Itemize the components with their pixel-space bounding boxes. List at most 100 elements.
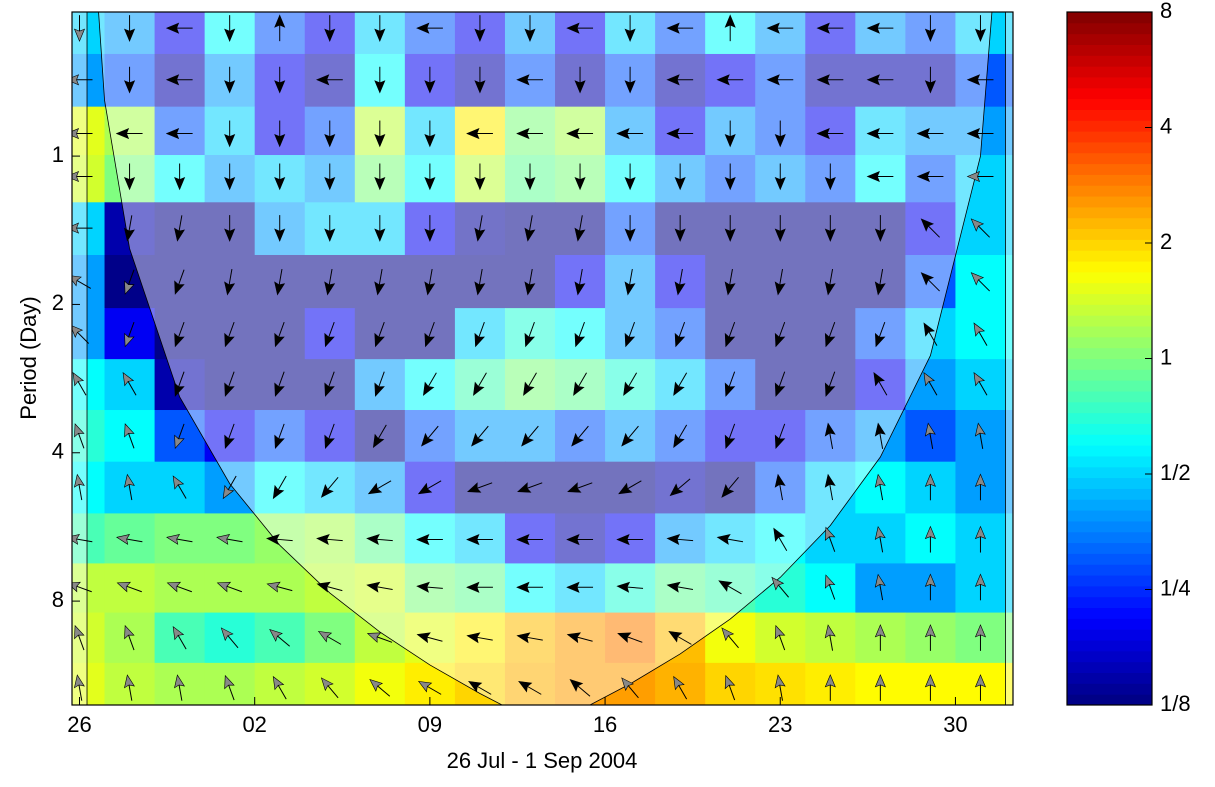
- phase-arrow: [72, 533, 93, 545]
- arrow-head: [924, 28, 936, 42]
- arrow-head: [724, 228, 736, 242]
- arrow-head: [424, 80, 436, 94]
- phase-arrow: [517, 482, 543, 493]
- phase-arrow: [224, 66, 236, 94]
- arrow-head: [724, 281, 736, 296]
- arrow-shaft: [75, 279, 92, 289]
- phase-arrow: [920, 272, 940, 292]
- phase-arrow: [873, 372, 888, 396]
- heatmap-cell: [304, 359, 356, 411]
- heatmap-cell: [254, 359, 306, 411]
- arrow-shaft: [627, 425, 639, 440]
- phase-arrow: [374, 321, 385, 348]
- arrow-head: [624, 80, 636, 94]
- arrow-head: [666, 581, 681, 593]
- colorbar-swatch: [1067, 196, 1152, 208]
- arrow-shaft: [225, 585, 243, 593]
- arrow-shaft: [328, 268, 333, 286]
- colorbar-swatch: [1067, 76, 1152, 89]
- arrow-shaft: [726, 538, 744, 543]
- x-tick-label: 09: [418, 712, 442, 737]
- heatmap-cell: [655, 106, 706, 156]
- phase-arrow: [474, 268, 486, 296]
- arrow-shaft: [526, 685, 542, 695]
- arrow-shaft: [576, 482, 593, 490]
- arrow-head: [566, 581, 580, 593]
- arrow-shaft: [425, 586, 443, 589]
- phase-arrow: [966, 74, 994, 86]
- colorbar-swatch: [1067, 596, 1152, 609]
- arrow-head: [666, 533, 681, 546]
- phase-arrow: [874, 321, 886, 348]
- colorbar-swatch: [1067, 239, 1152, 251]
- phase-arrow: [569, 679, 591, 697]
- heatmap-cell: [454, 513, 506, 564]
- colorbar-swatch: [1067, 618, 1152, 630]
- arrow-head: [966, 74, 981, 86]
- phase-arrow: [724, 163, 736, 191]
- phase-arrow: [774, 674, 786, 701]
- phase-arrow: [824, 473, 836, 501]
- phase-arrow: [724, 371, 736, 397]
- arrow-shaft: [528, 215, 533, 233]
- arrow-shaft: [878, 321, 886, 339]
- arrow-shaft: [578, 321, 585, 339]
- arrow-head: [274, 332, 285, 348]
- arrow-shaft: [628, 321, 636, 339]
- heatmap-cell: [72, 612, 106, 664]
- arrow-shaft: [327, 423, 335, 441]
- arrow-shaft: [378, 268, 383, 286]
- phase-arrow: [566, 632, 593, 644]
- phase-arrow: [771, 576, 789, 598]
- arrow-shaft: [778, 633, 786, 651]
- phase-arrow: [566, 22, 594, 34]
- colorbar-swatch: [1067, 542, 1152, 554]
- phase-arrow: [923, 372, 938, 396]
- colorbar-swatch: [1067, 423, 1152, 435]
- phase-arrow: [618, 480, 642, 495]
- arrow-head: [574, 80, 586, 94]
- phase-arrow: [274, 268, 286, 296]
- arrow-head: [266, 581, 281, 593]
- heatmap-cell: [72, 359, 106, 411]
- arrow-head: [673, 675, 685, 691]
- arrow-head: [766, 74, 780, 86]
- arrow-shaft: [778, 321, 786, 339]
- arrow-shaft: [728, 423, 736, 441]
- heatmap-cell: [72, 308, 106, 360]
- phase-arrow: [324, 215, 336, 242]
- phase-arrow: [824, 215, 836, 242]
- arrow-shaft: [528, 321, 535, 339]
- arrow-shaft: [927, 380, 938, 396]
- arrow-head: [224, 80, 236, 94]
- colorbar-swatch: [1067, 217, 1152, 230]
- arrow-shaft: [527, 425, 539, 440]
- phase-arrow: [324, 268, 336, 296]
- phase-arrow: [724, 120, 736, 148]
- phase-arrow: [824, 574, 836, 600]
- arrow-head: [324, 228, 336, 242]
- colorbar-swatch: [1067, 33, 1152, 45]
- arrow-head: [916, 170, 930, 183]
- phase-arrow: [165, 22, 193, 34]
- phase-arrow: [474, 321, 485, 348]
- arrow-shaft: [879, 483, 884, 501]
- arrow-shaft: [325, 538, 343, 542]
- arrow-shaft: [225, 538, 243, 543]
- arrow-head: [174, 382, 185, 397]
- colorbar-tick-label: 1/4: [1160, 575, 1191, 600]
- heatmap-cell: [304, 513, 356, 564]
- arrow-head: [674, 228, 686, 242]
- heatmap-cell: [605, 563, 656, 614]
- arrow-shaft: [678, 268, 683, 286]
- colorbar-swatch: [1067, 477, 1152, 489]
- arrow-head: [569, 679, 584, 692]
- phase-arrow: [124, 269, 135, 295]
- arrow-head: [974, 674, 987, 688]
- colorbar-swatch: [1067, 510, 1152, 522]
- arrow-head: [73, 674, 85, 689]
- arrow-shaft: [476, 482, 493, 490]
- arrow-head: [524, 176, 536, 191]
- phase-arrow: [866, 127, 894, 140]
- arrow-head: [466, 127, 480, 140]
